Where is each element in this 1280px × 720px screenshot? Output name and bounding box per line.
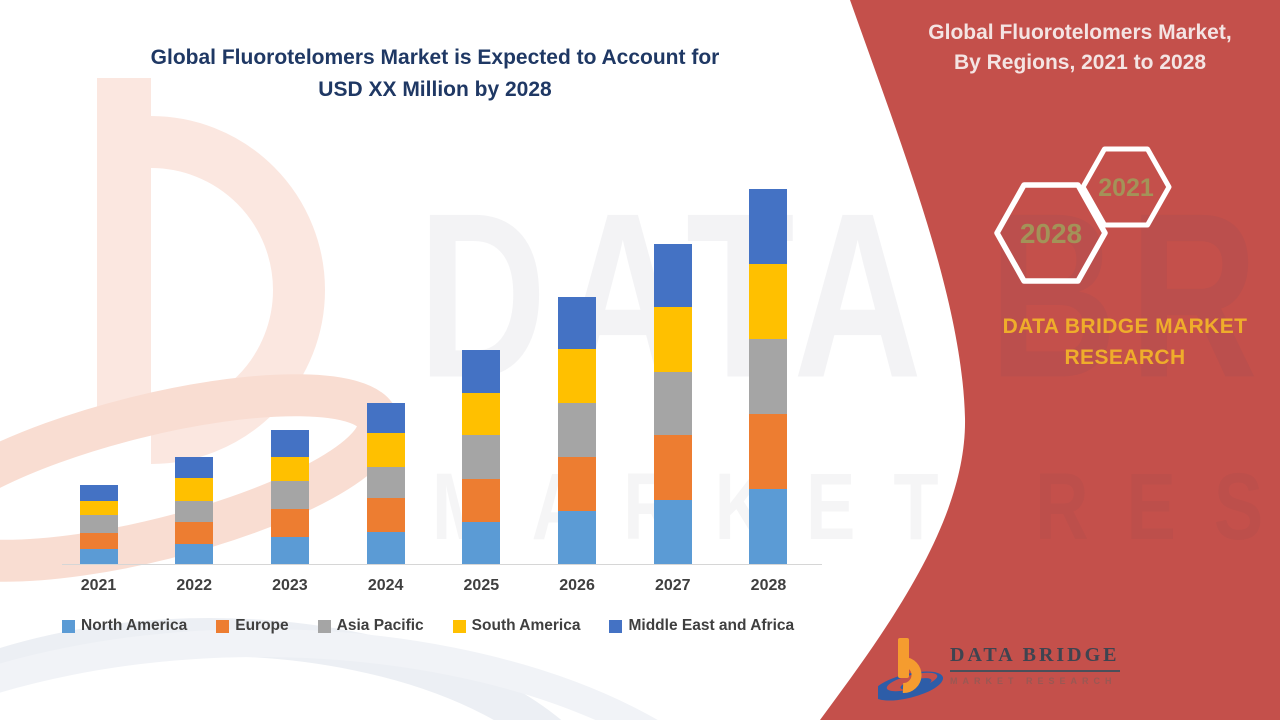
bar-segment-europe xyxy=(175,522,214,544)
legend-swatch-icon xyxy=(62,619,75,633)
bar-segment-south-america xyxy=(79,501,118,515)
bar-segment-north-america xyxy=(270,537,309,565)
hexagon-2021-icon: 2021 xyxy=(1080,146,1172,228)
legend-item-middle-east-and-africa: Middle East and Africa xyxy=(609,617,794,635)
bar-segment-north-america xyxy=(558,511,597,565)
x-axis-label-2027: 2027 xyxy=(654,577,691,594)
legend-item-south-america: South America xyxy=(452,617,581,635)
bar-segment-europe xyxy=(79,533,118,549)
banner-title-line1: Global Fluorotelomers Market, xyxy=(928,21,1232,44)
bar-2026 xyxy=(558,297,597,565)
brand-text: DATA BRIDGE MARKET RESEARCH xyxy=(975,311,1275,373)
banner-title: Global Fluorotelomers Market, By Regions… xyxy=(885,18,1275,78)
bar-segment-asia-pacific xyxy=(79,515,118,533)
bar-segment-europe xyxy=(749,414,788,489)
bar-segment-asia-pacific xyxy=(653,372,692,435)
x-axis-label-2028: 2028 xyxy=(750,577,787,594)
legend-label: Europe xyxy=(235,617,289,634)
x-axis-label-2026: 2026 xyxy=(559,577,595,594)
x-axis-labels: 2021 2022 2023 2024 2025 2026 2027 2028 xyxy=(0,577,1280,599)
x-axis-label-2021: 2021 xyxy=(80,577,117,594)
bar-2023 xyxy=(270,430,309,565)
bar-segment-north-america xyxy=(366,532,405,565)
bar-segment-south-america xyxy=(270,457,309,481)
legend: North America Europe Asia Pacific South Ame… xyxy=(62,617,794,635)
x-axis-label-2024: 2024 xyxy=(367,577,404,594)
x-axis-line xyxy=(62,564,822,565)
bar-segment-europe xyxy=(270,509,309,537)
legend-swatch-icon xyxy=(609,619,623,633)
x-axis-label-2025: 2025 xyxy=(463,577,500,594)
legend-label: Middle East and Africa xyxy=(628,617,795,634)
bar-2024 xyxy=(366,403,405,565)
bar-segment-north-america xyxy=(79,549,118,565)
hexagon-2021-label: 2021 xyxy=(1098,174,1154,202)
legend-label: South America xyxy=(471,617,581,634)
x-axis-label-2023: 2023 xyxy=(272,577,308,594)
hexagon-2028-icon: 2028 xyxy=(994,182,1108,284)
bar-segment-middle-east-and-africa xyxy=(366,403,405,433)
bar-segment-south-america xyxy=(558,349,597,403)
bar-segment-asia-pacific xyxy=(749,339,788,414)
bar-2028 xyxy=(749,189,788,565)
brand-text-line2: RESEARCH xyxy=(1064,346,1186,369)
bar-segment-north-america xyxy=(462,522,501,565)
legend-swatch-icon xyxy=(452,619,466,633)
legend-swatch-icon xyxy=(216,619,230,633)
bar-segment-south-america xyxy=(366,433,405,467)
bar-segment-south-america xyxy=(749,264,788,339)
bar-segment-middle-east-and-africa xyxy=(558,297,597,349)
banner-title-line2: By Regions, 2021 to 2028 xyxy=(953,51,1207,74)
company-logo: DATA BRIDGE MARKET RESEARCH xyxy=(878,630,1138,712)
legend-item-europe: Europe xyxy=(216,617,289,635)
bar-segment-asia-pacific xyxy=(175,501,214,522)
logo-subtitle: MARKET RESEARCH xyxy=(950,676,1117,686)
x-axis-label-2022: 2022 xyxy=(176,577,212,594)
bar-segment-europe xyxy=(653,435,692,500)
bar-2025 xyxy=(462,350,501,565)
bar-2022 xyxy=(175,457,214,565)
legend-label: Asia Pacific xyxy=(336,617,424,634)
bar-segment-asia-pacific xyxy=(270,481,309,509)
bar-segment-south-america xyxy=(462,393,501,435)
chart-title-line1: Global Fluorotelomers Market is Expected… xyxy=(150,46,720,69)
bar-segment-middle-east-and-africa xyxy=(270,430,309,457)
legend-swatch-icon xyxy=(317,619,331,633)
chart-title-line2: USD XX Million by 2028 xyxy=(318,78,552,101)
bar-segment-europe xyxy=(558,457,597,511)
legend-item-asia-pacific: Asia Pacific xyxy=(317,617,424,635)
bar-segment-middle-east-and-africa xyxy=(749,189,788,264)
bar-2027 xyxy=(653,244,692,565)
hexagon-2028-label: 2028 xyxy=(1020,218,1082,249)
bar-segment-europe xyxy=(462,479,501,522)
bar-segment-middle-east-and-africa xyxy=(653,244,692,307)
data-bridge-b-icon xyxy=(878,638,944,701)
logo-title: DATA BRIDGE xyxy=(950,644,1120,672)
bar-segment-europe xyxy=(366,498,405,532)
legend-label: North America xyxy=(81,617,188,634)
bar-segment-middle-east-and-africa xyxy=(462,350,501,393)
bar-2021 xyxy=(79,485,118,565)
chart-title: Global Fluorotelomers Market is Expected… xyxy=(90,42,780,106)
bar-segment-asia-pacific xyxy=(462,435,501,479)
brand-text-line1: DATA BRIDGE MARKET xyxy=(1002,315,1248,338)
bar-segment-north-america xyxy=(749,489,788,565)
bar-segment-south-america xyxy=(653,307,692,372)
bar-segment-north-america xyxy=(653,500,692,565)
bar-segment-middle-east-and-africa xyxy=(79,485,118,501)
bar-segment-north-america xyxy=(175,544,214,565)
bar-segment-south-america xyxy=(175,478,214,501)
bar-segment-asia-pacific xyxy=(366,467,405,498)
bar-segment-asia-pacific xyxy=(558,403,597,457)
legend-item-north-america: North America xyxy=(62,617,187,635)
bar-segment-middle-east-and-africa xyxy=(175,457,214,478)
